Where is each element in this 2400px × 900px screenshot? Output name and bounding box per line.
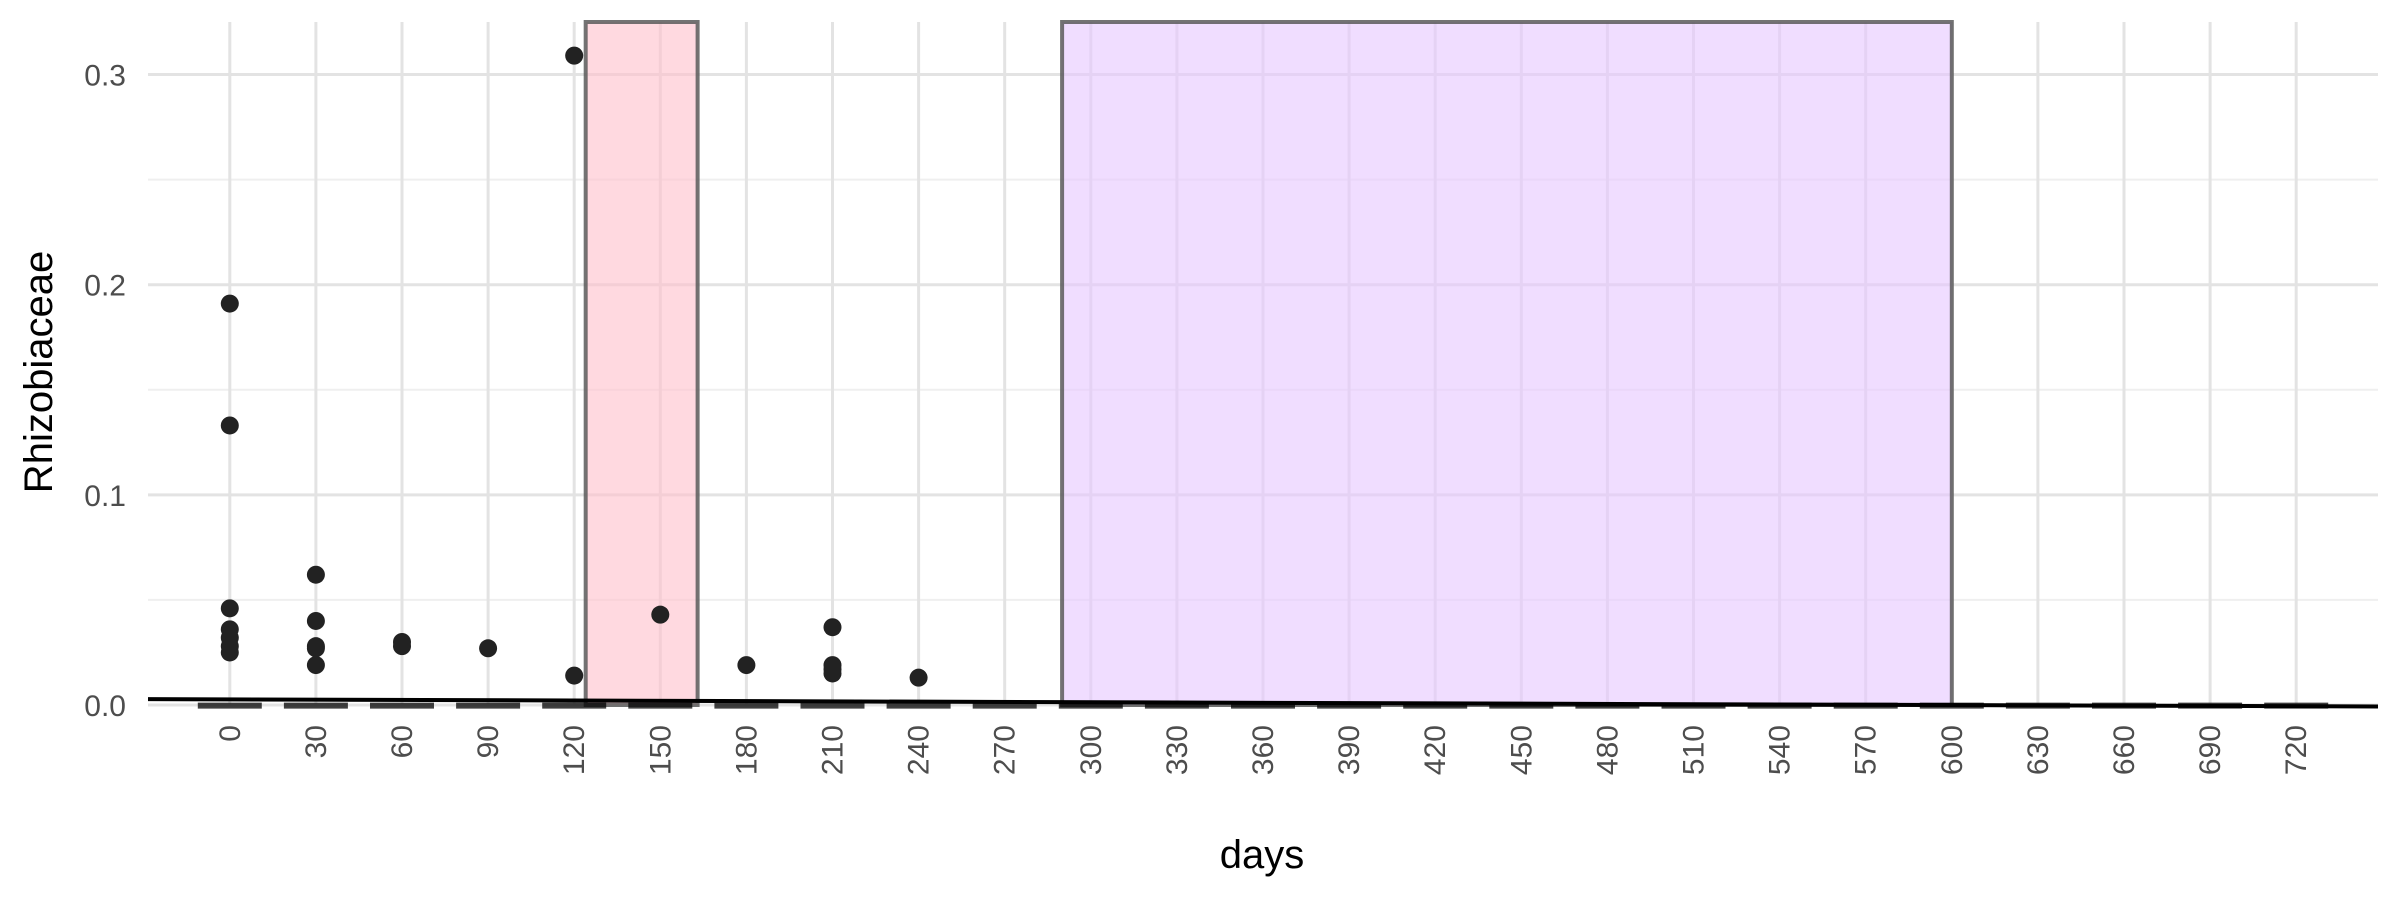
x-tick-label: 420: [1419, 725, 1452, 775]
x-tick-label: 600: [1936, 725, 1969, 775]
x-tick-label: 0: [214, 725, 247, 742]
x-tick-label: 210: [816, 725, 849, 775]
x-tick-label: 390: [1333, 725, 1366, 775]
trend-line-group: [147, 697, 2379, 709]
x-tick-label: 450: [1505, 725, 1538, 775]
trend-line: [147, 697, 2379, 709]
shaded-regions: [583, 20, 1954, 707]
y-tick-label: 0.0: [84, 690, 126, 723]
x-tick-label: 90: [472, 725, 505, 758]
x-tick-label: 300: [1075, 725, 1108, 775]
x-tick-label: 240: [903, 725, 936, 775]
x-tick-label: 690: [2194, 725, 2227, 775]
x-tick-label: 60: [386, 725, 419, 758]
data-point: [479, 639, 498, 658]
y-axis-tick-labels: 0.0 0.1 0.2 0.3: [84, 60, 126, 723]
data-point: [909, 668, 928, 687]
data-point: [651, 605, 670, 624]
x-tick-label: 330: [1161, 725, 1194, 775]
data-point: [306, 656, 325, 675]
x-tick-label: 480: [1591, 725, 1624, 775]
data-point: [306, 565, 325, 584]
x-tick-label: 510: [1678, 725, 1711, 775]
y-axis-title: Rhizobiaceae: [17, 251, 61, 493]
data-point: [823, 664, 842, 683]
shaded-region-1: [583, 20, 700, 707]
x-tick-label: 630: [2022, 725, 2055, 775]
x-tick-label: 720: [2280, 725, 2313, 775]
x-tick-label: 570: [1850, 725, 1883, 775]
y-tick-label: 0.1: [84, 480, 126, 513]
x-tick-label: 660: [2108, 725, 2141, 775]
data-point: [306, 611, 325, 630]
data-point: [392, 637, 411, 656]
data-points: [220, 46, 928, 687]
x-tick-label: 270: [989, 725, 1022, 775]
data-point: [220, 416, 239, 435]
x-tick-label: 540: [1764, 725, 1797, 775]
x-axis-tick-labels: 0 30 60 90 120 150 180 210 240 270 300 330 360 390 420…: [214, 725, 2313, 775]
data-point: [220, 599, 239, 618]
data-point: [737, 656, 756, 675]
shaded-region-2: [1060, 20, 1954, 707]
data-point: [220, 643, 239, 662]
data-point: [306, 639, 325, 658]
y-tick-label: 0.3: [84, 60, 126, 93]
data-point: [565, 46, 584, 65]
x-tick-label: 30: [300, 725, 333, 758]
data-point: [220, 294, 239, 313]
x-tick-label: 120: [558, 725, 591, 775]
data-point: [823, 618, 842, 637]
y-tick-label: 0.2: [84, 270, 126, 303]
data-point: [565, 666, 584, 685]
x-tick-label: 150: [644, 725, 677, 775]
x-axis-title: days: [1220, 833, 1305, 877]
x-tick-label: 360: [1247, 725, 1280, 775]
x-tick-label: 180: [730, 725, 763, 775]
